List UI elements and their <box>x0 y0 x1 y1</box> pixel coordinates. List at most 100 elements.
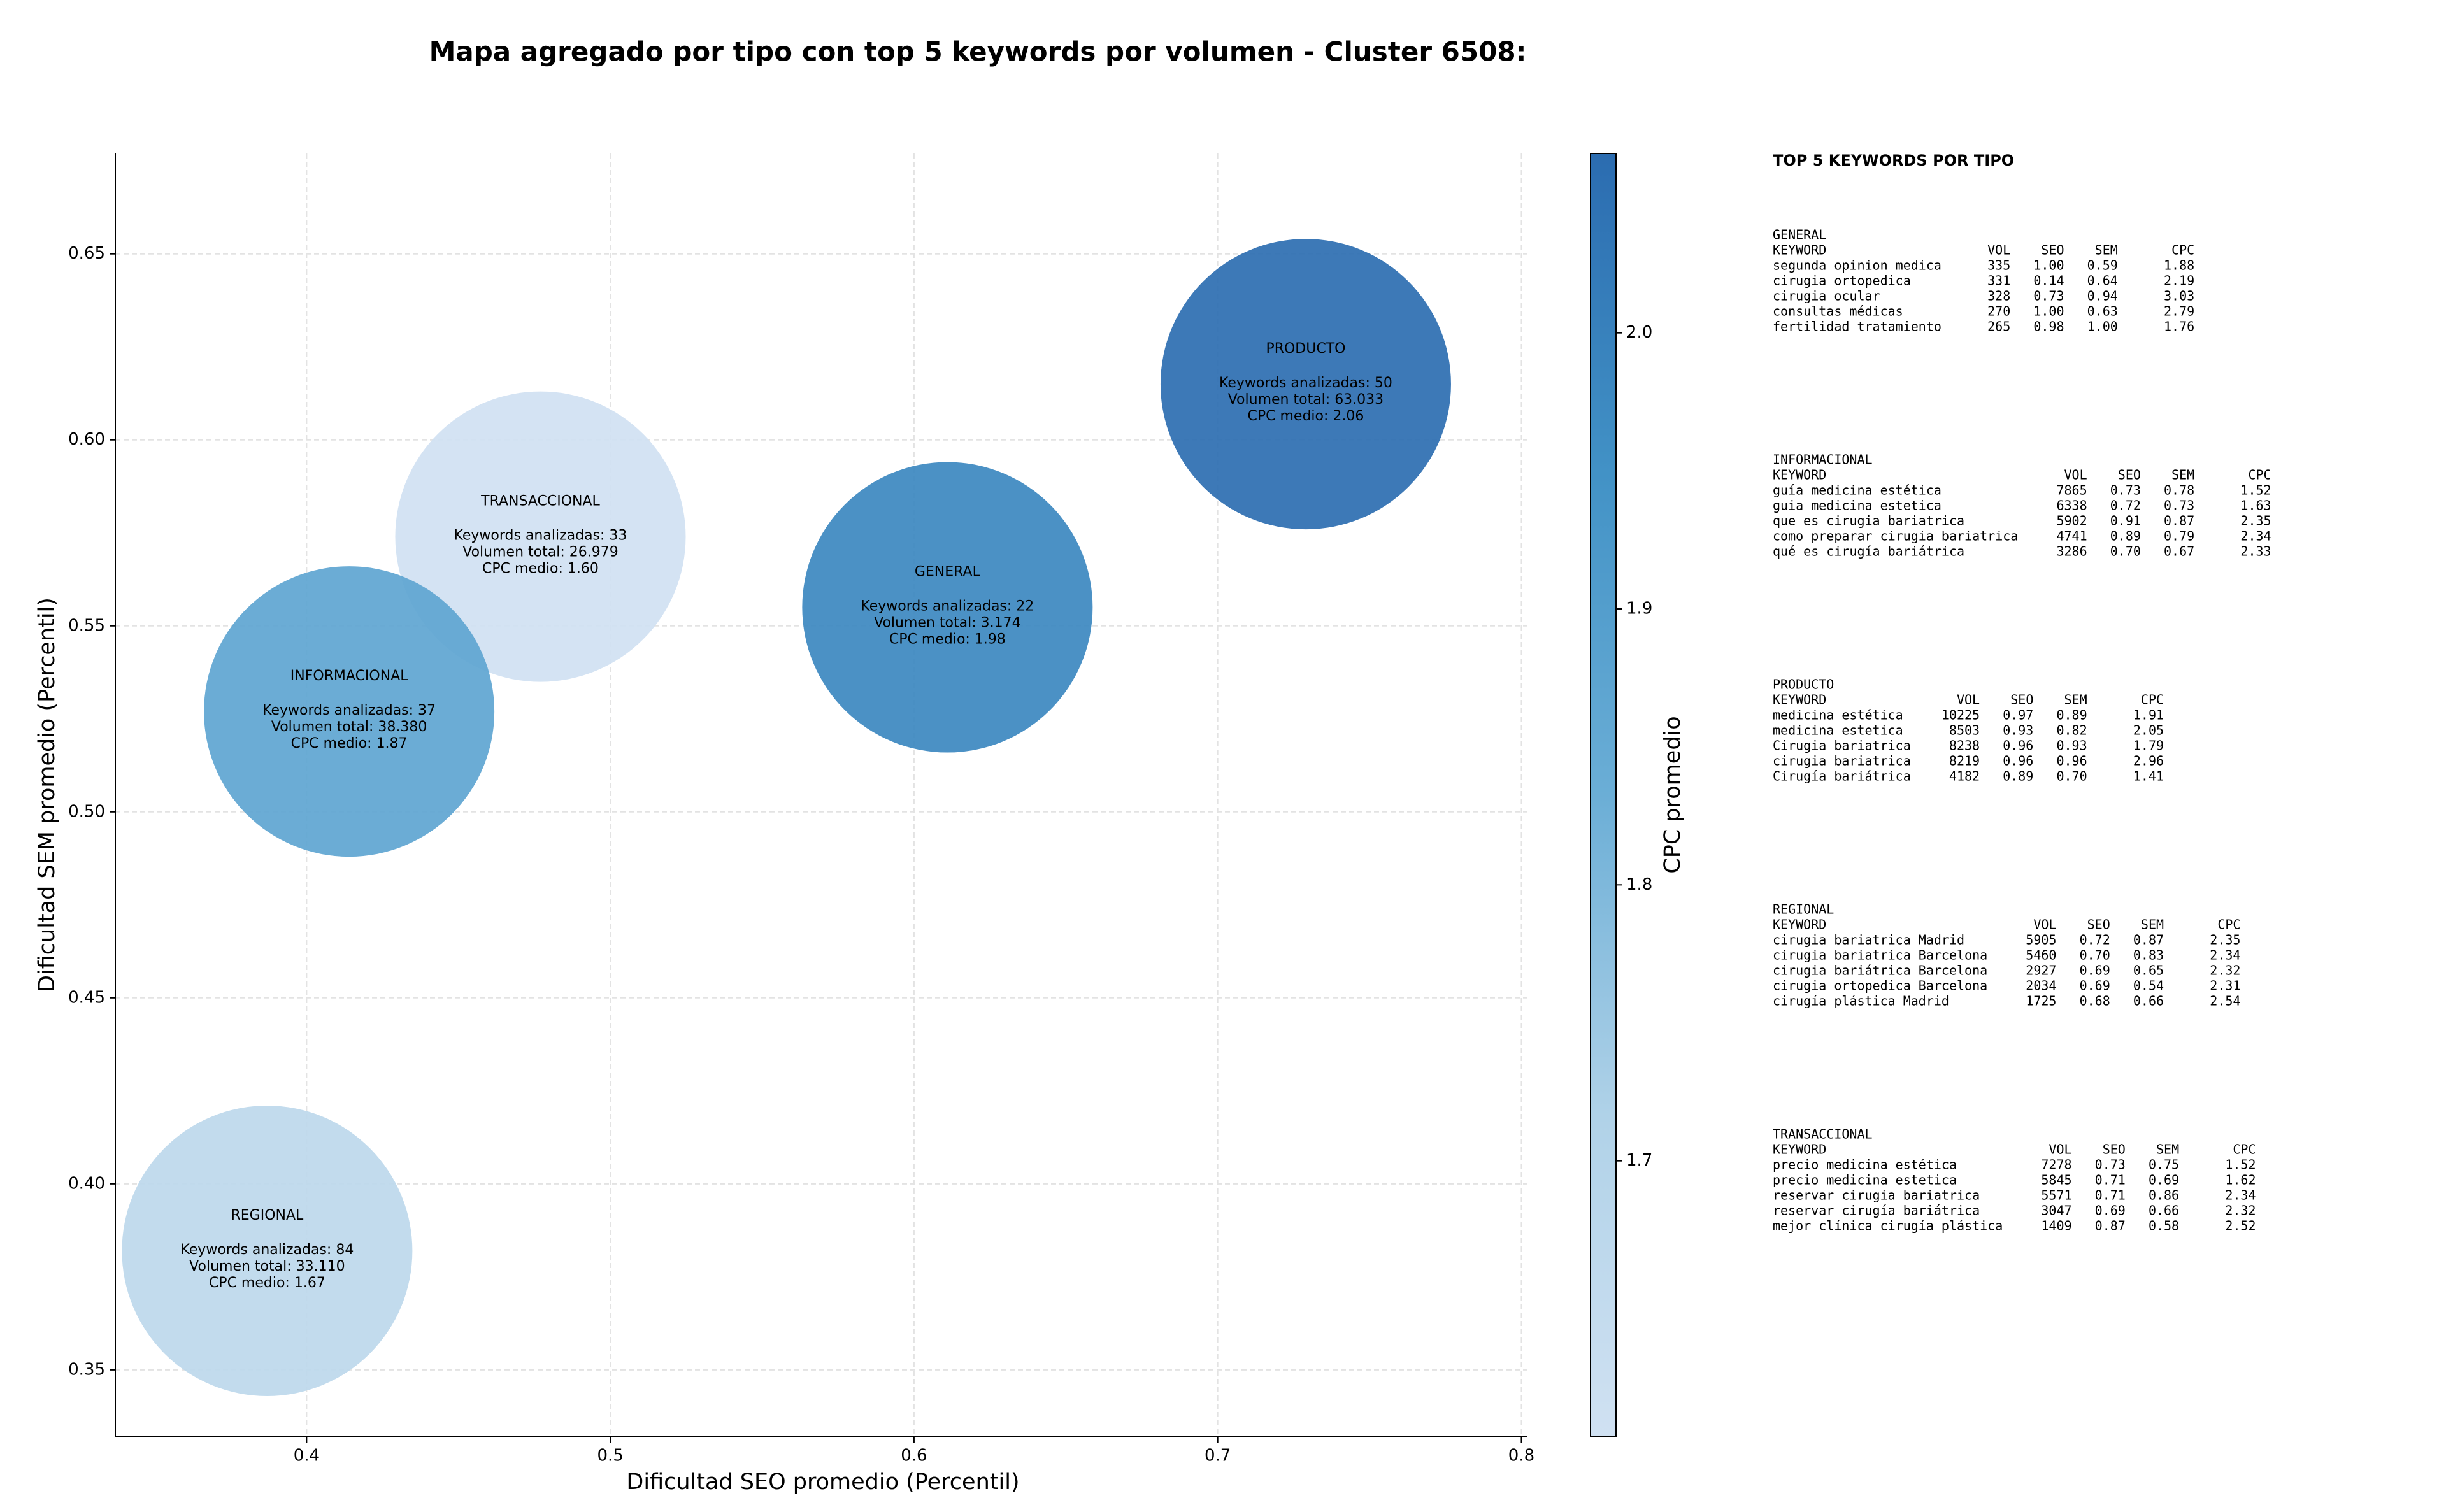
table-cell: 2927 <box>2026 963 2056 978</box>
colorbar-tick-label: 1.7 <box>1626 1151 1652 1170</box>
bubble-annotation: CPC medio: 2.06 <box>1248 408 1364 424</box>
table-cell: 0.89 <box>2056 708 2087 723</box>
table-cell: 0.70 <box>2080 948 2110 963</box>
table-cell: 0.69 <box>2149 1173 2179 1188</box>
table-cell: 2.19 <box>2164 273 2194 289</box>
table-cell: 2034 <box>2026 978 2056 994</box>
table-cell: 0.72 <box>2110 498 2141 513</box>
table-cell: 0.54 <box>2133 978 2164 994</box>
table-cell: 0.89 <box>2003 769 2033 784</box>
table-cell: 3047 <box>2041 1203 2071 1218</box>
table-cell: 1.00 <box>2087 319 2118 334</box>
x-tick-label: 0.4 <box>294 1446 320 1466</box>
colorbar <box>1590 153 1617 1437</box>
column-header: KEYWORD <box>1773 917 1826 932</box>
column-header: VOL <box>1957 692 1980 708</box>
table-cell: 0.96 <box>2003 738 2033 753</box>
table-cell: 1725 <box>2026 994 2056 1009</box>
x-tick-label: 0.6 <box>901 1446 927 1466</box>
bubble-annotation: Keywords analizadas: 37 <box>262 703 436 718</box>
table-cell: consultas médicas <box>1773 304 1903 319</box>
column-header: KEYWORD <box>1773 1142 1826 1157</box>
column-header: SEO <box>2118 467 2141 483</box>
column-header: VOL <box>2033 917 2056 932</box>
table-cell: precio medicina estética <box>1773 1157 1957 1173</box>
y-tick-label: 0.35 <box>68 1360 105 1379</box>
table-cell: 0.66 <box>2133 994 2164 1009</box>
table-cell: 1.76 <box>2164 319 2194 334</box>
column-header: SEM <box>2064 692 2087 708</box>
column-header: SEO <box>2010 692 2033 708</box>
colorbar-label: CPC promedio <box>1660 716 1685 873</box>
table-cell: 0.93 <box>2056 738 2087 753</box>
bubble-annotation: Keywords analizadas: 33 <box>454 528 627 544</box>
table-cell: 5905 <box>2026 932 2056 948</box>
colorbar-tick-label: 2.0 <box>1626 323 1652 342</box>
column-header: CPC <box>2233 1142 2256 1157</box>
table-cell: 5902 <box>2056 513 2087 529</box>
table-cell: 0.97 <box>2003 708 2033 723</box>
bubble-annotation: CPC medio: 1.67 <box>209 1275 325 1291</box>
column-header: KEYWORD <box>1773 467 1826 483</box>
table-cell: 2.52 <box>2225 1218 2256 1234</box>
table-cell: 270 <box>1987 304 2010 319</box>
bubble-annotation: Volumen total: 63.033 <box>1228 392 1384 408</box>
table-cell: mejor clínica cirugía plástica <box>1773 1218 2003 1234</box>
table-cell: 0.78 <box>2164 483 2194 498</box>
bubble-label: REGIONAL <box>231 1208 304 1223</box>
bubble <box>802 462 1093 753</box>
table-cell: 0.93 <box>2003 723 2033 738</box>
panel-title: TOP 5 KEYWORDS POR TIPO <box>1773 152 2014 169</box>
table-cell: 1.52 <box>2240 483 2271 498</box>
bubble-annotation: CPC medio: 1.87 <box>291 736 408 752</box>
colorbar-tick-label: 1.9 <box>1626 599 1652 618</box>
table-cell: 2.35 <box>2210 932 2240 948</box>
table-cell: 2.34 <box>2240 529 2271 544</box>
bubble <box>204 566 495 857</box>
table-cell: 3286 <box>2056 544 2087 559</box>
table-cell: 4182 <box>1949 769 1980 784</box>
table-cell: 0.73 <box>2095 1157 2126 1173</box>
table-cell: 0.59 <box>2087 258 2118 273</box>
table-cell: 1.79 <box>2133 738 2164 753</box>
bubble-annotation: Volumen total: 38.380 <box>271 719 427 735</box>
table-cell: 1.63 <box>2240 498 2271 513</box>
table-cell: cirugia ocular <box>1773 289 1880 304</box>
group-name: TRANSACCIONAL <box>1773 1127 1873 1142</box>
chart-title: Mapa agregado por tipo con top 5 keyword… <box>429 36 1527 68</box>
table-cell: 1.91 <box>2133 708 2164 723</box>
table-cell: 2.35 <box>2240 513 2271 529</box>
table-cell: 5845 <box>2041 1173 2071 1188</box>
table-cell: segunda opinion medica <box>1773 258 1942 273</box>
table-cell: cirugía plástica Madrid <box>1773 994 1949 1009</box>
table-cell: 0.73 <box>2110 483 2141 498</box>
table-cell: 0.91 <box>2110 513 2141 529</box>
table-cell: guia medicina estetica <box>1773 498 1942 513</box>
column-header: CPC <box>2217 917 2240 932</box>
column-header: VOL <box>1987 243 2010 258</box>
table-cell: 0.73 <box>2164 498 2194 513</box>
y-tick-label: 0.40 <box>68 1174 105 1193</box>
table-cell: 0.69 <box>2080 978 2110 994</box>
column-header: KEYWORD <box>1773 243 1826 258</box>
table-cell: 2.32 <box>2225 1203 2256 1218</box>
table-cell: 331 <box>1987 273 2010 289</box>
table-cell: cirugia ortopedica Barcelona <box>1773 978 1987 994</box>
column-header: CPC <box>2141 692 2164 708</box>
table-cell: cirugia bariatrica Barcelona <box>1773 948 1987 963</box>
column-header: VOL <box>2064 467 2087 483</box>
column-header: SEM <box>2141 917 2164 932</box>
x-tick-label: 0.7 <box>1205 1446 1231 1466</box>
table-cell: 2.54 <box>2210 994 2240 1009</box>
column-header: CPC <box>2248 467 2271 483</box>
table-cell: 0.67 <box>2164 544 2194 559</box>
table-cell: cirugia bariatrica Madrid <box>1773 932 1964 948</box>
table-cell: 328 <box>1987 289 2010 304</box>
table-cell: 0.75 <box>2149 1157 2179 1173</box>
bubble-annotation: Volumen total: 3.174 <box>874 615 1020 631</box>
table-cell: 0.58 <box>2149 1218 2179 1234</box>
bubble-annotation: CPC medio: 1.98 <box>889 632 1006 648</box>
table-cell: que es cirugia bariatrica <box>1773 513 1964 529</box>
table-cell: medicina estetica <box>1773 723 1903 738</box>
x-axis-label: Dificultad SEO promedio (Percentil) <box>626 1469 1019 1495</box>
